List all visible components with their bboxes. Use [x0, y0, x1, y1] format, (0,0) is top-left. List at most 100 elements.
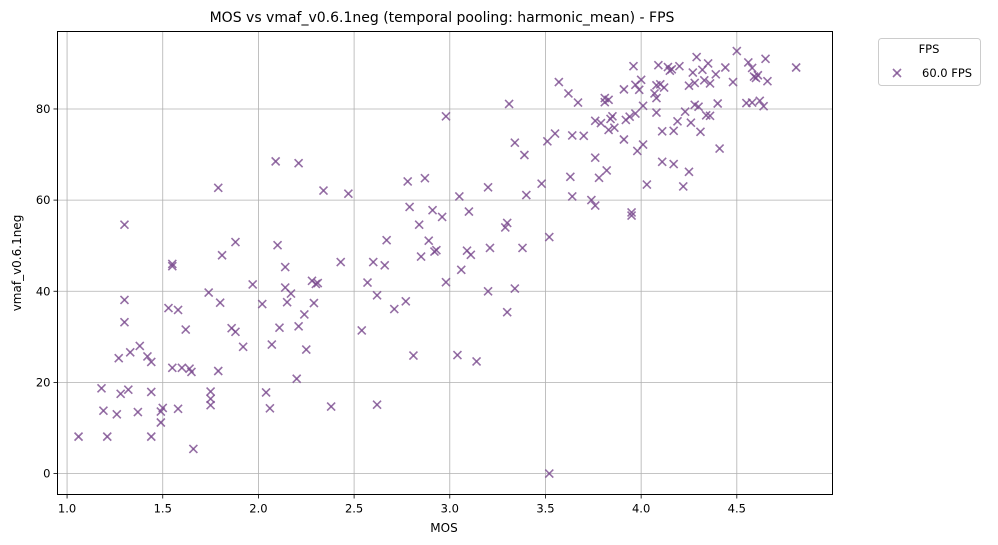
data-point	[405, 202, 415, 212]
data-point	[544, 232, 554, 242]
data-point	[98, 406, 108, 416]
y-axis-ticks: 0 20 40 60 80	[36, 102, 58, 481]
y-tick-label: 40	[36, 284, 51, 298]
data-point	[313, 278, 323, 288]
data-point	[625, 112, 635, 122]
data-point	[133, 407, 143, 417]
data-point	[163, 303, 174, 313]
legend: FPS 60.0 FPS	[878, 38, 981, 86]
data-point	[692, 52, 702, 62]
data-point	[504, 99, 514, 109]
data-point	[454, 191, 464, 202]
data-point	[389, 304, 399, 314]
data-point	[272, 240, 283, 250]
data-point	[755, 96, 765, 106]
data-point	[401, 296, 411, 306]
x-tick-label: 2.0	[249, 502, 267, 516]
data-point	[294, 158, 304, 168]
legend-marker-60fps	[892, 68, 902, 78]
data-point	[686, 118, 696, 128]
data-point	[579, 131, 589, 141]
data-point	[230, 237, 241, 247]
data-point	[500, 222, 510, 233]
data-point	[431, 245, 441, 255]
data-point	[715, 144, 725, 154]
x-tick-label: 3.0	[441, 502, 459, 516]
data-point	[73, 432, 84, 442]
data-point	[286, 288, 296, 299]
data-point	[554, 77, 564, 87]
data-point	[630, 108, 640, 119]
data-point	[112, 409, 122, 419]
data-point	[537, 179, 547, 189]
data-point	[318, 185, 329, 196]
y-tick-label: 20	[36, 375, 51, 389]
data-point	[669, 159, 679, 169]
data-point	[703, 58, 713, 68]
data-point	[135, 341, 145, 351]
data-point	[357, 325, 367, 336]
data-point	[362, 278, 373, 288]
y-tick-label: 80	[36, 102, 51, 116]
data-point	[215, 298, 225, 308]
data-point	[747, 98, 757, 108]
data-point	[188, 444, 198, 454]
data-point	[695, 127, 706, 137]
data-point	[628, 61, 639, 71]
legend-title: FPS	[919, 42, 940, 56]
data-point	[167, 261, 177, 271]
data-point	[177, 363, 187, 373]
data-point	[667, 64, 677, 74]
y-axis-label: vmaf_v0.6.1neg	[10, 215, 24, 312]
x-tick-label: 1.0	[58, 502, 76, 516]
data-point	[427, 205, 438, 215]
y-tick-label: 0	[43, 467, 50, 481]
data-point	[657, 126, 667, 136]
legend-box	[878, 38, 981, 86]
data-point	[565, 172, 575, 182]
x-axis-ticks: 1.0 1.5 2.0 2.5 3.0 3.5 4.0 4.5	[58, 494, 746, 516]
data-point	[380, 260, 390, 270]
data-point	[142, 351, 153, 361]
data-point	[280, 262, 290, 272]
data-point	[96, 383, 107, 393]
data-point	[437, 212, 447, 222]
data-point	[456, 265, 466, 275]
data-point	[604, 95, 614, 105]
data-point	[472, 356, 482, 366]
data-point	[657, 157, 667, 167]
data-point	[791, 62, 801, 73]
data-point	[326, 401, 336, 412]
data-point	[343, 189, 353, 199]
data-point	[119, 295, 130, 305]
data-point	[634, 85, 644, 95]
data-point	[173, 404, 183, 414]
data-point	[483, 286, 493, 296]
data-point	[659, 82, 669, 93]
data-point	[282, 297, 292, 307]
data-point	[483, 182, 493, 192]
data-point	[510, 283, 520, 294]
data-point	[257, 299, 267, 309]
data-point	[217, 250, 227, 260]
data-point	[206, 400, 216, 410]
data-point	[760, 54, 771, 64]
data-point	[521, 190, 531, 200]
data-point	[466, 250, 476, 260]
data-point	[123, 385, 133, 395]
data-point	[619, 134, 629, 145]
data-point	[119, 317, 130, 327]
data-point	[408, 350, 418, 361]
data-point	[485, 243, 495, 253]
data-point	[636, 75, 646, 85]
x-axis-label: MOS	[430, 521, 457, 535]
data-point	[267, 340, 277, 350]
grid-lines	[57, 31, 833, 495]
data-point	[336, 257, 346, 267]
data-point	[711, 69, 721, 79]
data-point	[382, 235, 392, 245]
plot-area-frame	[57, 31, 833, 495]
data-point	[604, 125, 614, 135]
data-point	[372, 400, 382, 410]
